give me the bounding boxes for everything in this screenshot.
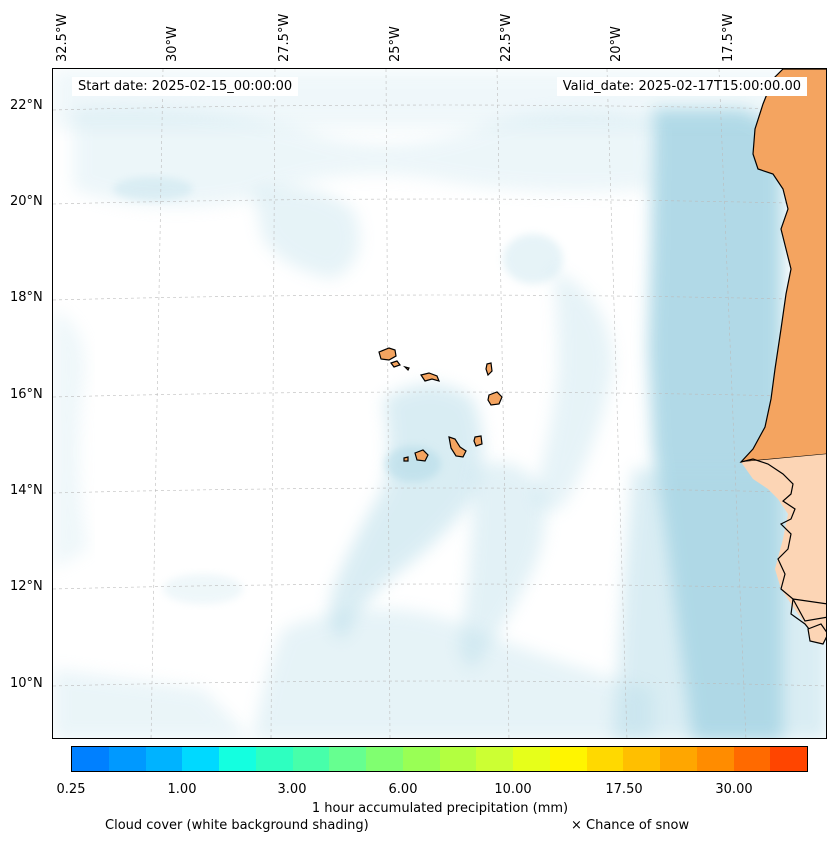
colorbar-tick-0-25: 0.25 xyxy=(56,782,86,797)
colorbar-segment-13 xyxy=(549,747,587,771)
colorbar-segment-4 xyxy=(219,747,256,771)
lon-label-20w: 20°W xyxy=(609,26,624,62)
precipitation-colorbar xyxy=(71,746,808,772)
lat-label-20n: 20°N xyxy=(10,194,43,209)
colorbar-segment-5 xyxy=(255,747,293,771)
island-santiago xyxy=(448,436,467,458)
colorbar-segment-18 xyxy=(733,747,771,771)
lon-label-22-5w: 22.5°W xyxy=(499,13,514,62)
island-boa-vista xyxy=(487,391,503,406)
island-santo-antao xyxy=(378,347,397,361)
lat-label-22n: 22°N xyxy=(10,98,43,113)
start-date-label: Start date: 2025-02-15_00:00:00 xyxy=(72,77,299,96)
graticule xyxy=(53,69,826,738)
lon-label-25w: 25°W xyxy=(388,26,403,62)
snow-legend: × Chance of snow xyxy=(571,818,690,833)
colorbar-tick-6-00: 6.00 xyxy=(388,782,418,797)
island-maio xyxy=(473,435,483,447)
island-fogo xyxy=(414,449,429,462)
africa-landmass xyxy=(739,69,826,645)
lon-label-27-5w: 27.5°W xyxy=(277,13,292,62)
lat-label-14n: 14°N xyxy=(10,483,43,498)
colorbar-segment-10 xyxy=(439,747,477,771)
colorbar-segment-12 xyxy=(513,747,550,771)
colorbar-segment-6 xyxy=(292,747,330,771)
lon-label-30w: 30°W xyxy=(165,26,180,62)
lat-label-18n: 18°N xyxy=(10,290,43,305)
lon-label-17-5w: 17.5°W xyxy=(721,13,736,62)
lat-label-16n: 16°N xyxy=(10,387,43,402)
colorbar-segment-14 xyxy=(586,747,624,771)
lat-label-12n: 12°N xyxy=(10,579,43,594)
colorbar-segment-15 xyxy=(623,747,660,771)
lat-label-10n: 10°N xyxy=(10,676,43,691)
colorbar-segment-11 xyxy=(476,747,513,771)
cloud-cover-legend: Cloud cover (white background shading) xyxy=(105,818,369,833)
island-sal xyxy=(485,362,493,377)
colorbar-tick-3-00: 3.00 xyxy=(277,782,307,797)
island-sao-vicente xyxy=(390,360,401,368)
map-panel[interactable] xyxy=(52,68,827,739)
island-sao-nicolau xyxy=(420,372,441,382)
cape-verde-islands xyxy=(378,347,503,462)
island-brava xyxy=(403,456,409,462)
lon-label-32-5w: 32.5°W xyxy=(55,13,70,62)
colorbar-segment-2 xyxy=(145,747,183,771)
colorbar-tick-1-00: 1.00 xyxy=(167,782,197,797)
colorbar-label: 1 hour accumulated precipitation (mm) xyxy=(311,801,569,816)
colorbar-tick-10-00: 10.00 xyxy=(494,782,532,797)
colorbar-tick-17-50: 17.50 xyxy=(605,782,643,797)
cloud-cover-shading xyxy=(53,69,826,738)
valid-date-label: Valid_date: 2025-02-17T15:00:00.00 xyxy=(556,77,807,96)
island-santa-luzia xyxy=(403,365,410,372)
map-canvas xyxy=(53,69,826,738)
colorbar-segment-9 xyxy=(402,747,440,771)
colorbar-segment-16 xyxy=(660,747,697,771)
colorbar-segment-7 xyxy=(329,747,366,771)
colorbar-segment-1 xyxy=(108,747,146,771)
colorbar-segment-19 xyxy=(770,747,807,771)
colorbar-tick-30-00: 30.00 xyxy=(715,782,753,797)
colorbar-segment-17 xyxy=(696,747,734,771)
colorbar-segment-0 xyxy=(72,747,109,771)
colorbar-segment-8 xyxy=(366,747,403,771)
colorbar-segment-3 xyxy=(182,747,219,771)
